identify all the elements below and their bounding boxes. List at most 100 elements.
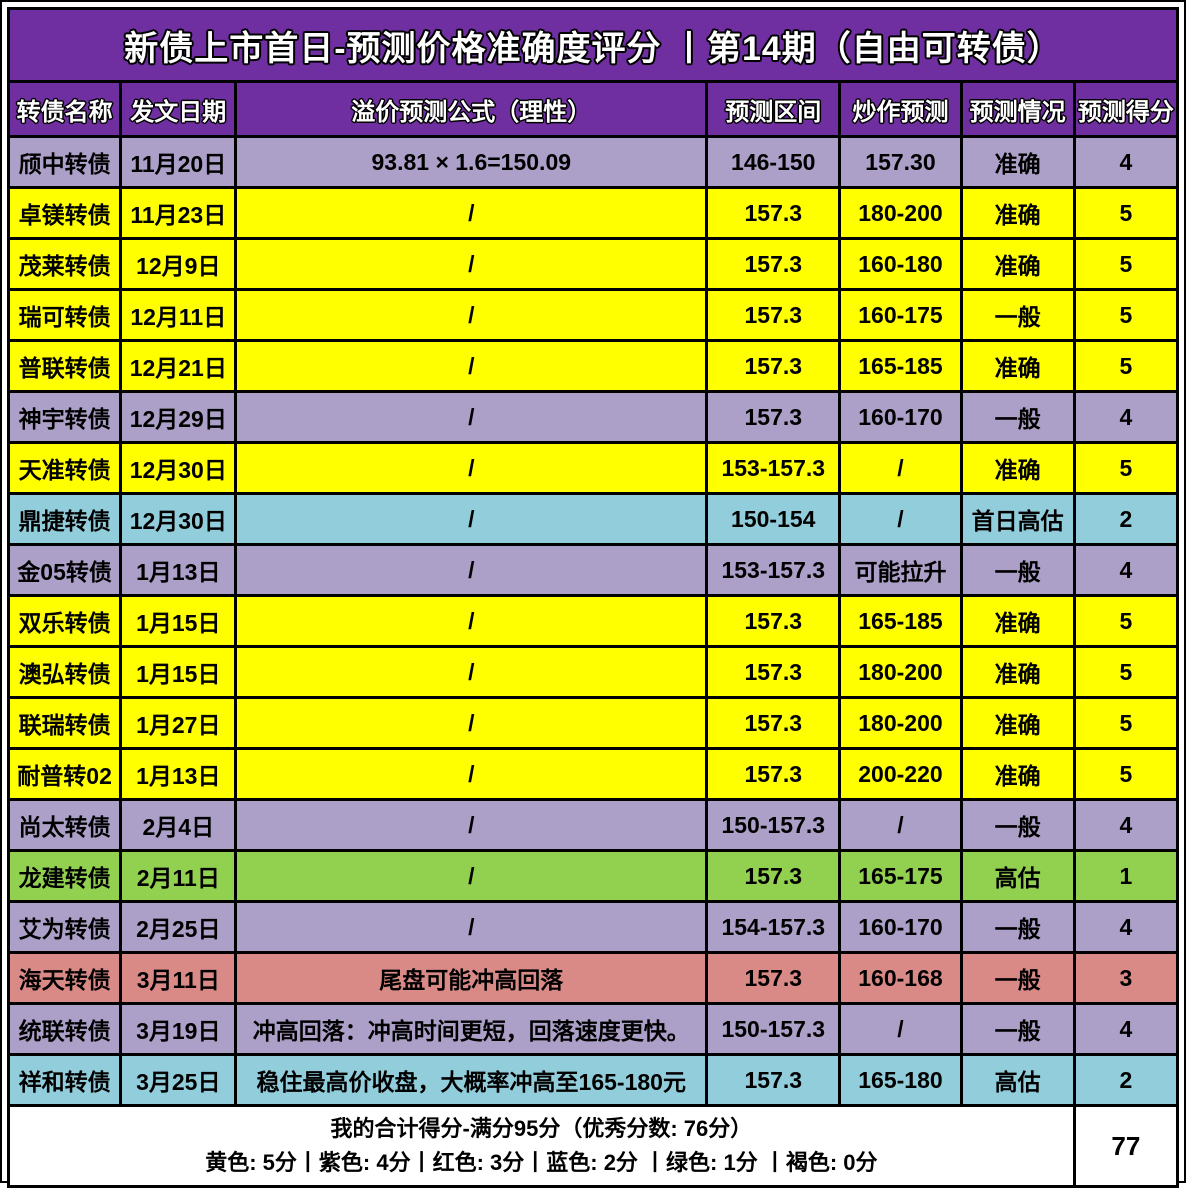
cell-hype: 180-200 — [838, 696, 963, 750]
cell-range: 157.3 — [705, 747, 842, 801]
table-row: 颀中转债 11月20日 93.81 × 1.6=150.09 146-150 157.3… — [6, 135, 1180, 189]
cell-name: 祥和转债 — [6, 1053, 123, 1107]
cell-name: 艾为转债 — [6, 900, 123, 954]
cell-status: 一般 — [959, 951, 1076, 1005]
cell-status: 一般 — [959, 543, 1076, 597]
cell-date: 3月11日 — [119, 951, 238, 1005]
cell-date: 12月21日 — [119, 339, 238, 393]
cell-range: 157.3 — [705, 390, 842, 444]
cell-formula: / — [234, 900, 709, 954]
cell-hype: 可能拉升 — [838, 543, 963, 597]
cell-formula: / — [234, 543, 709, 597]
cell-range: 157.3 — [705, 1053, 842, 1107]
cell-range: 157.3 — [705, 696, 842, 750]
cell-score: 2 — [1072, 492, 1180, 546]
bond-prediction-score-table: 新债上市首日-预测价格准确度评分 丨第14期（自由可转债） 转债名称 发文日期 溢价… — [6, 7, 1180, 1188]
column-header: 发文日期 — [119, 80, 238, 138]
column-header: 预测区间 — [705, 80, 842, 138]
cell-status: 准确 — [959, 696, 1076, 750]
cell-date: 1月13日 — [119, 747, 238, 801]
cell-hype: / — [838, 441, 963, 495]
cell-range: 150-157.3 — [705, 1002, 842, 1056]
cell-name: 茂莱转债 — [6, 237, 123, 291]
column-header: 溢价预测公式（理性） — [234, 80, 709, 138]
cell-formula: 稳住最高价收盘，大概率冲高至165-180元 — [234, 1053, 709, 1107]
cell-score: 5 — [1072, 645, 1180, 699]
cell-formula: / — [234, 390, 709, 444]
cell-hype: 160-175 — [838, 288, 963, 342]
cell-formula: / — [234, 339, 709, 393]
cell-score: 5 — [1072, 696, 1180, 750]
cell-score: 4 — [1072, 798, 1180, 852]
cell-name: 天准转债 — [6, 441, 123, 495]
cell-name: 双乐转债 — [6, 594, 123, 648]
table-row: 龙建转债 2月11日/157.3 165-175 高估 1 — [6, 849, 1180, 903]
cell-date: 12月9日 — [119, 237, 238, 291]
cell-status: 一般 — [959, 1002, 1076, 1056]
cell-hype: / — [838, 492, 963, 546]
cell-name: 鼎捷转债 — [6, 492, 123, 546]
cell-date: 12月30日 — [119, 492, 238, 546]
cell-status: 高估 — [959, 1053, 1076, 1107]
cell-name: 金05转债 — [6, 543, 123, 597]
cell-hype: 160-168 — [838, 951, 963, 1005]
cell-formula: / — [234, 747, 709, 801]
cell-formula: / — [234, 849, 709, 903]
table-row: 普联转债 12月21日/157.3 165-185 准确 5 — [6, 339, 1180, 393]
cell-date: 3月19日 — [119, 1002, 238, 1056]
cell-range: 157.3 — [705, 849, 842, 903]
cell-date: 12月30日 — [119, 441, 238, 495]
cell-status: 一般 — [959, 900, 1076, 954]
cell-date: 1月27日 — [119, 696, 238, 750]
cell-range: 157.3 — [705, 237, 842, 291]
cell-score: 4 — [1072, 543, 1180, 597]
cell-formula: / — [234, 696, 709, 750]
table-row: 澳弘转债 1月15日/157.3 180-200 准确 5 — [6, 645, 1180, 699]
cell-range: 157.3 — [705, 339, 842, 393]
cell-hype: / — [838, 798, 963, 852]
cell-formula: / — [234, 441, 709, 495]
cell-hype: 165-180 — [838, 1053, 963, 1107]
cell-date: 1月13日 — [119, 543, 238, 597]
cell-range: 150-154 — [705, 492, 842, 546]
cell-range: 157.3 — [705, 645, 842, 699]
cell-name: 尚太转债 — [6, 798, 123, 852]
table-row: 祥和转债 3月25日 稳住最高价收盘，大概率冲高至165-180元 157.3 165-… — [6, 1053, 1180, 1107]
cell-date: 11月20日 — [119, 135, 238, 189]
cell-status: 准确 — [959, 594, 1076, 648]
cell-formula: / — [234, 594, 709, 648]
table-row: 双乐转债 1月15日/157.3 165-185 准确 5 — [6, 594, 1180, 648]
column-header: 预测情况 — [959, 80, 1076, 138]
cell-hype: 160-180 — [838, 237, 963, 291]
cell-hype: 160-170 — [838, 390, 963, 444]
cell-status: 准确 — [959, 237, 1076, 291]
cell-formula: / — [234, 186, 709, 240]
cell-date: 1月15日 — [119, 594, 238, 648]
cell-score: 5 — [1072, 237, 1180, 291]
cell-score: 4 — [1072, 1002, 1180, 1056]
cell-date: 12月11日 — [119, 288, 238, 342]
cell-score: 5 — [1072, 747, 1180, 801]
page-title: 新债上市首日-预测价格准确度评分 丨第14期（自由可转债） — [7, 7, 1179, 83]
cell-hype: 200-220 — [838, 747, 963, 801]
summary-row: 我的合计得分-满分95分（优秀分数: 76分） 黄色: 5分丨紫色: 4分丨红色… — [7, 1104, 1180, 1188]
cell-name: 普联转债 — [6, 339, 123, 393]
table-row: 卓镁转债 11月23日/157.3 180-200 准确 5 — [6, 186, 1180, 240]
cell-hype: 180-200 — [838, 186, 963, 240]
column-header: 炒作预测 — [838, 80, 963, 138]
title-row: 新债上市首日-预测价格准确度评分 丨第14期（自由可转债） — [7, 7, 1179, 83]
cell-status: 一般 — [959, 390, 1076, 444]
cell-name: 瑞可转债 — [6, 288, 123, 342]
cell-status: 准确 — [959, 339, 1076, 393]
summary-line2: 黄色: 5分丨紫色: 4分丨红色: 3分丨蓝色: 2分 丨绿色: 1分 丨褐色:… — [205, 1150, 878, 1175]
table-row: 鼎捷转债 12月30日/150-154/首日高估 2 — [6, 492, 1180, 546]
cell-date: 2月25日 — [119, 900, 238, 954]
total-score: 77 — [1072, 1104, 1180, 1188]
cell-score: 4 — [1072, 900, 1180, 954]
cell-range: 153-157.3 — [705, 543, 842, 597]
cell-hype: / — [838, 1002, 963, 1056]
column-header: 转债名称 — [6, 80, 123, 138]
cell-score: 5 — [1072, 186, 1180, 240]
cell-score: 5 — [1072, 339, 1180, 393]
